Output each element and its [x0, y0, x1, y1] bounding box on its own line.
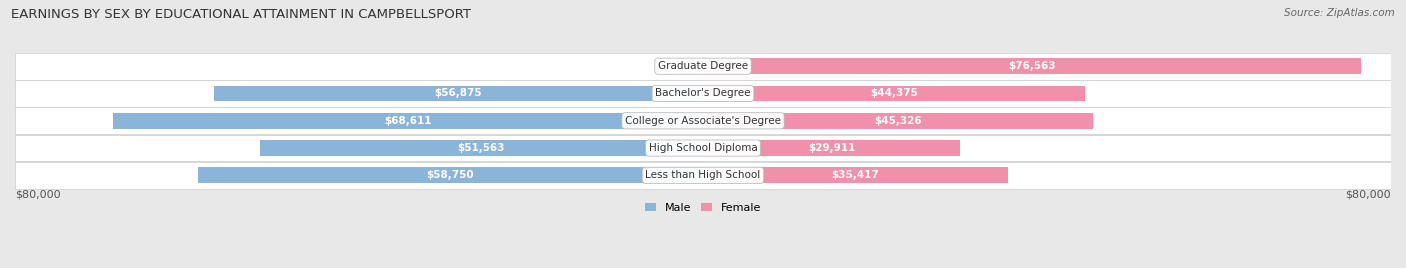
Bar [703, 168, 1008, 183]
Text: Bachelor's Degree: Bachelor's Degree [655, 88, 751, 99]
Text: $76,563: $76,563 [1008, 61, 1056, 71]
Bar [198, 168, 703, 183]
Text: $35,417: $35,417 [831, 170, 879, 180]
Bar [112, 113, 703, 129]
Bar [703, 58, 1361, 74]
Text: $68,611: $68,611 [384, 116, 432, 126]
Bar [214, 85, 703, 101]
Text: College or Associate's Degree: College or Associate's Degree [626, 116, 780, 126]
Text: $58,750: $58,750 [426, 170, 474, 180]
Bar [260, 140, 703, 156]
Text: Source: ZipAtlas.com: Source: ZipAtlas.com [1284, 8, 1395, 18]
Text: $45,326: $45,326 [875, 116, 922, 126]
Bar [15, 107, 1391, 134]
Bar [15, 135, 1391, 161]
Bar [678, 58, 703, 74]
Bar [703, 140, 960, 156]
Text: Less than High School: Less than High School [645, 170, 761, 180]
Text: Graduate Degree: Graduate Degree [658, 61, 748, 71]
Text: $56,875: $56,875 [434, 88, 482, 99]
Text: $0: $0 [676, 61, 690, 71]
Text: $80,000: $80,000 [15, 190, 60, 200]
Text: $44,375: $44,375 [870, 88, 918, 99]
Legend: Male, Female: Male, Female [641, 198, 765, 217]
Text: EARNINGS BY SEX BY EDUCATIONAL ATTAINMENT IN CAMPBELLSPORT: EARNINGS BY SEX BY EDUCATIONAL ATTAINMEN… [11, 8, 471, 21]
Bar [15, 162, 1391, 189]
Text: High School Diploma: High School Diploma [648, 143, 758, 153]
Bar [15, 53, 1391, 80]
Text: $51,563: $51,563 [457, 143, 505, 153]
Text: $80,000: $80,000 [1346, 190, 1391, 200]
Bar [703, 113, 1092, 129]
Text: $29,911: $29,911 [808, 143, 855, 153]
Bar [703, 85, 1084, 101]
Bar [15, 80, 1391, 107]
